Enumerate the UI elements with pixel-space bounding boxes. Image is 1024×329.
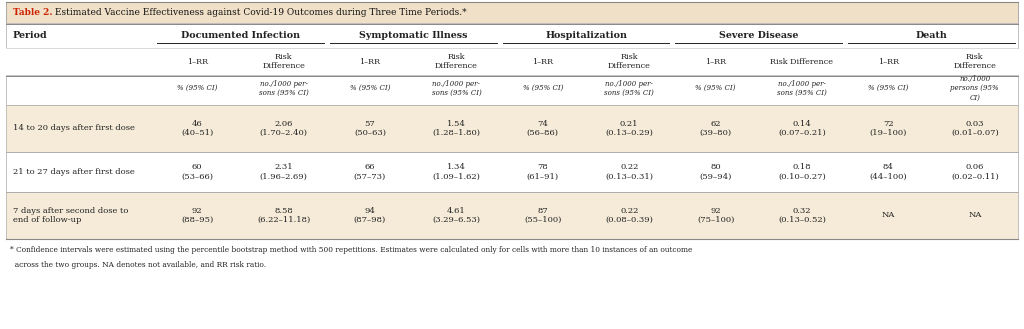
Text: 14 to 20 days after first dose: 14 to 20 days after first dose xyxy=(13,124,135,132)
Text: 57
(50–63): 57 (50–63) xyxy=(354,120,386,137)
Bar xyxy=(6,23,1018,48)
Text: Risk
Difference: Risk Difference xyxy=(608,53,650,70)
Text: 1–RR: 1–RR xyxy=(359,58,381,66)
Text: 80
(59–94): 80 (59–94) xyxy=(699,163,732,180)
Text: Documented Infection: Documented Infection xyxy=(181,31,300,40)
Text: no./1000
persons (95%
CI): no./1000 persons (95% CI) xyxy=(950,75,999,101)
Text: Risk
Difference: Risk Difference xyxy=(953,53,996,70)
Text: Period: Period xyxy=(13,31,48,40)
Text: 62
(39–80): 62 (39–80) xyxy=(699,120,732,137)
Bar xyxy=(6,2,1018,23)
Text: 92
(88–95): 92 (88–95) xyxy=(181,207,213,224)
Text: 0.18
(0.10–0.27): 0.18 (0.10–0.27) xyxy=(778,163,826,180)
Text: 66
(57–73): 66 (57–73) xyxy=(354,163,386,180)
Text: 78
(61–91): 78 (61–91) xyxy=(526,163,559,180)
Text: % (95% CI): % (95% CI) xyxy=(695,84,736,92)
Text: * Confidence intervals were estimated using the percentile bootstrap method with: * Confidence intervals were estimated us… xyxy=(10,246,692,255)
Bar xyxy=(6,192,1018,239)
Text: Estimated Vaccine Effectiveness against Covid-19 Outcomes during Three Time Peri: Estimated Vaccine Effectiveness against … xyxy=(51,8,466,17)
Text: Hospitalization: Hospitalization xyxy=(545,31,627,40)
Text: 0.14
(0.07–0.21): 0.14 (0.07–0.21) xyxy=(778,120,826,137)
Text: Symptomatic Illness: Symptomatic Illness xyxy=(359,31,467,40)
Text: Risk
Difference: Risk Difference xyxy=(435,53,478,70)
Text: 1–RR: 1–RR xyxy=(706,58,726,66)
Text: 0.22
(0.13–0.31): 0.22 (0.13–0.31) xyxy=(605,163,653,180)
Text: no./1000 per-
sons (95% CI): no./1000 per- sons (95% CI) xyxy=(259,80,308,97)
Text: 74
(56–86): 74 (56–86) xyxy=(526,120,559,137)
Text: no./1000 per-
sons (95% CI): no./1000 per- sons (95% CI) xyxy=(777,80,826,97)
Text: across the two groups. NA denotes not available, and RR risk ratio.: across the two groups. NA denotes not av… xyxy=(10,261,266,269)
Text: 21 to 27 days after first dose: 21 to 27 days after first dose xyxy=(13,168,135,176)
Text: Risk Difference: Risk Difference xyxy=(770,58,834,66)
Text: Death: Death xyxy=(915,31,947,40)
Text: 1.54
(1.28–1.80): 1.54 (1.28–1.80) xyxy=(432,120,480,137)
Text: 8.58
(6.22–11.18): 8.58 (6.22–11.18) xyxy=(257,207,310,224)
Text: 0.22
(0.08–0.39): 0.22 (0.08–0.39) xyxy=(605,207,653,224)
Text: 1–RR: 1–RR xyxy=(878,58,899,66)
Text: NA: NA xyxy=(882,211,895,219)
Text: 46
(40–51): 46 (40–51) xyxy=(181,120,213,137)
Text: 0.03
(0.01–0.07): 0.03 (0.01–0.07) xyxy=(951,120,998,137)
Text: 1.34
(1.09–1.62): 1.34 (1.09–1.62) xyxy=(432,163,480,180)
Bar xyxy=(6,75,1018,105)
Text: 7 days after second dose to
end of follow-up: 7 days after second dose to end of follo… xyxy=(13,207,128,224)
Text: 2.06
(1.70–2.40): 2.06 (1.70–2.40) xyxy=(260,120,307,137)
Text: NA: NA xyxy=(968,211,981,219)
Text: 84
(44–100): 84 (44–100) xyxy=(869,163,907,180)
Text: 1–RR: 1–RR xyxy=(186,58,208,66)
Bar xyxy=(6,48,1018,75)
Text: Risk
Difference: Risk Difference xyxy=(262,53,305,70)
Bar xyxy=(6,151,1018,192)
Text: 0.21
(0.13–0.29): 0.21 (0.13–0.29) xyxy=(605,120,653,137)
Text: 0.06
(0.02–0.11): 0.06 (0.02–0.11) xyxy=(951,163,998,180)
Text: 87
(55–100): 87 (55–100) xyxy=(524,207,561,224)
Text: % (95% CI): % (95% CI) xyxy=(177,84,217,92)
Text: no./1000 per-
sons (95% CI): no./1000 per- sons (95% CI) xyxy=(604,80,654,97)
Text: 0.32
(0.13–0.52): 0.32 (0.13–0.52) xyxy=(778,207,826,224)
Text: 60
(53–66): 60 (53–66) xyxy=(181,163,213,180)
Text: 1–RR: 1–RR xyxy=(532,58,553,66)
Text: 94
(87–98): 94 (87–98) xyxy=(354,207,386,224)
Text: % (95% CI): % (95% CI) xyxy=(522,84,563,92)
Text: % (95% CI): % (95% CI) xyxy=(868,84,908,92)
Text: Severe Disease: Severe Disease xyxy=(719,31,799,40)
Text: % (95% CI): % (95% CI) xyxy=(350,84,390,92)
Bar xyxy=(6,105,1018,151)
Text: 72
(19–100): 72 (19–100) xyxy=(869,120,907,137)
Text: 2.31
(1.96–2.69): 2.31 (1.96–2.69) xyxy=(260,163,307,180)
Text: Table 2.: Table 2. xyxy=(13,8,52,17)
Text: no./1000 per-
sons (95% CI): no./1000 per- sons (95% CI) xyxy=(431,80,481,97)
Text: 92
(75–100): 92 (75–100) xyxy=(697,207,734,224)
Text: 4.61
(3.29–6.53): 4.61 (3.29–6.53) xyxy=(432,207,480,224)
